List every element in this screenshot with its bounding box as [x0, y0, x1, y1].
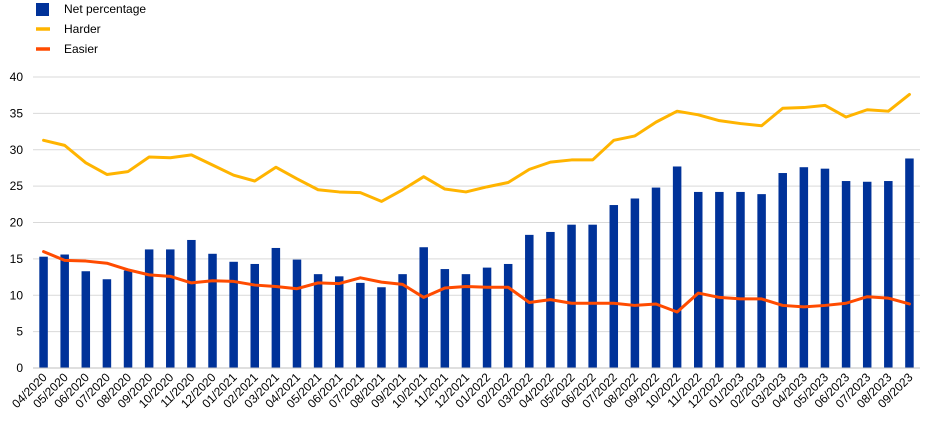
bar: [609, 205, 619, 368]
bar: [736, 191, 745, 368]
y-tick-label: 5: [16, 325, 23, 339]
bar: [144, 249, 154, 368]
y-tick-label: 35: [10, 106, 24, 120]
bar: [862, 181, 872, 368]
bar: [377, 287, 386, 368]
y-axis-ticks: 0 5 10 15 20 25 30 35 40: [10, 70, 24, 375]
legend-label: Easier: [64, 42, 98, 56]
bar: [630, 198, 640, 368]
bar: [651, 187, 661, 368]
bar: [820, 168, 830, 368]
bar: [503, 263, 513, 368]
bar: [672, 166, 682, 368]
bar: [482, 267, 492, 368]
bar: [694, 191, 703, 368]
line-series: [42, 92, 911, 314]
bar: [841, 181, 851, 368]
bar: [292, 259, 302, 368]
bar: [102, 279, 112, 368]
bar: [81, 271, 91, 368]
bar: [715, 191, 724, 368]
legend: Net percentage Harder Easier: [36, 2, 146, 56]
bar: [356, 282, 365, 368]
y-tick-label: 10: [10, 288, 24, 302]
series-line-easier: [42, 250, 911, 314]
bar: [419, 247, 428, 368]
legend-swatch-bar: [36, 3, 49, 16]
bar: [229, 261, 238, 368]
y-tick-label: 0: [16, 361, 23, 375]
bar: [313, 274, 323, 368]
bar: [39, 256, 48, 368]
bar: [799, 167, 809, 368]
bar: [208, 253, 217, 368]
bar: [398, 274, 407, 368]
bar-series: [39, 158, 914, 368]
y-tick-label: 15: [10, 252, 24, 266]
legend-label: Harder: [64, 22, 101, 36]
bar: [271, 247, 281, 368]
bar: [123, 270, 133, 368]
series-line-harder: [42, 92, 911, 203]
y-tick-label: 25: [10, 179, 24, 193]
bar: [187, 239, 196, 368]
bar: [778, 173, 787, 368]
y-tick-label: 20: [10, 216, 24, 230]
bar: [757, 194, 766, 368]
y-tick-label: 30: [10, 143, 24, 157]
bar: [334, 276, 344, 368]
gridlines: [33, 76, 920, 333]
bar: [884, 181, 893, 368]
bar: [440, 269, 450, 368]
bar: [166, 249, 175, 368]
bar: [905, 158, 914, 368]
bar: [567, 224, 576, 368]
legend-label: Net percentage: [64, 2, 146, 16]
bar: [60, 254, 69, 368]
bar: [588, 224, 597, 368]
x-axis-ticks: 04/202005/202006/202007/202008/202009/20…: [9, 370, 916, 411]
bar: [461, 274, 471, 368]
bar: [250, 263, 259, 368]
y-tick-label: 40: [10, 70, 24, 84]
